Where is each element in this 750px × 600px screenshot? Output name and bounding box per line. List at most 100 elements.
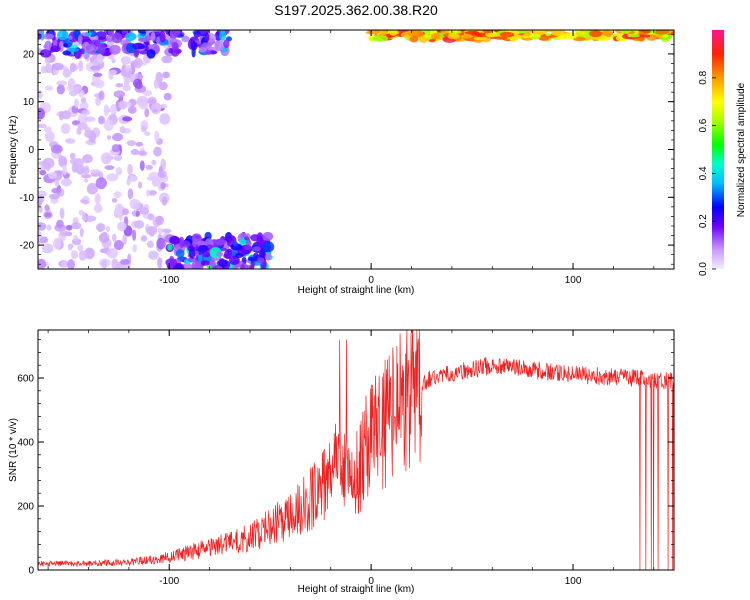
heatmap-cell: [148, 171, 160, 181]
heatmap-cell: [132, 73, 144, 81]
heatmap-cell: [153, 146, 162, 157]
heatmap-cell: [104, 165, 115, 170]
heatmap-cell: [137, 150, 148, 156]
heatmap-cell: [159, 113, 171, 125]
heatmap-cell: [152, 179, 159, 187]
heatmap-cell: [38, 107, 45, 120]
heatmap-cell: [132, 244, 137, 253]
heatmap-cell: [197, 30, 210, 37]
heatmap-cell: [562, 32, 578, 40]
heatmap-cell: [637, 37, 645, 42]
heatmap-cell: [56, 84, 65, 95]
snr-x-tick-label: -100: [159, 576, 179, 587]
heatmap-cell: [107, 248, 118, 259]
heatmap-cell: [589, 30, 603, 38]
heatmap-cell: [109, 44, 121, 55]
heatmap-cell: [140, 235, 148, 242]
heatmap-cell: [111, 258, 119, 269]
heatmap-cell: [171, 41, 179, 51]
heatmap-cell: [191, 260, 202, 269]
heatmap-cell: [81, 212, 87, 222]
heatmap-cell: [126, 140, 136, 146]
spectrogram-heatmap: [38, 30, 674, 269]
heatmap-cell: [461, 34, 473, 39]
heatmap-cell: [40, 49, 52, 58]
heatmap-cell: [171, 237, 181, 245]
heatmap-cell: [188, 248, 196, 259]
heatmap-cell: [243, 245, 252, 251]
heatmap-cell: [100, 152, 112, 165]
heatmap-cell: [122, 233, 127, 245]
spectrogram-x-tick-label: 100: [565, 275, 582, 286]
heatmap-cell: [132, 229, 137, 241]
heatmap-cell: [115, 82, 124, 88]
heatmap-cell: [50, 144, 63, 154]
heatmap-cell: [93, 72, 103, 78]
heatmap-cell: [69, 157, 79, 165]
heatmap-cell: [111, 233, 117, 242]
heatmap-cell: [162, 228, 172, 233]
spectrogram-y-tick-label: -10: [20, 193, 35, 204]
heatmap-cell: [81, 199, 90, 204]
heatmap-cell: [160, 182, 166, 190]
heatmap-cell: [408, 30, 424, 38]
heatmap-cell: [50, 45, 61, 53]
heatmap-cell: [67, 244, 73, 251]
heatmap-cell: [58, 155, 68, 168]
heatmap-cell: [60, 260, 70, 268]
heatmap-cell: [85, 43, 97, 55]
heatmap-cell: [38, 123, 47, 129]
spectrogram-y-tick-label: 0: [28, 145, 34, 156]
heatmap-cell: [262, 231, 274, 241]
heatmap-cell: [418, 36, 428, 43]
heatmap-cell: [71, 163, 78, 173]
heatmap-cell: [169, 30, 179, 39]
heatmap-cell: [44, 204, 50, 212]
heatmap-cell: [122, 84, 132, 92]
heatmap-cell: [83, 178, 89, 183]
snr-series-line: [38, 330, 674, 570]
heatmap-cell: [59, 230, 69, 237]
heatmap-cell: [440, 30, 450, 34]
heatmap-cell: [493, 36, 508, 40]
heatmap-cell: [39, 236, 49, 244]
heatmap-cell: [52, 237, 62, 250]
snr-y-tick-label: 600: [17, 374, 34, 385]
heatmap-cell: [67, 47, 80, 53]
heatmap-cell: [141, 60, 147, 66]
heatmap-cell: [130, 148, 139, 156]
heatmap-cell: [168, 48, 174, 54]
heatmap-cell: [102, 231, 108, 238]
heatmap-cell: [482, 30, 494, 34]
spectrogram-y-tick-label: 10: [23, 97, 35, 108]
heatmap-cell: [111, 197, 118, 203]
heatmap-cell: [77, 244, 84, 252]
heatmap-cell: [57, 30, 69, 41]
heatmap-cell: [113, 191, 122, 199]
heatmap-cell: [190, 41, 198, 51]
heatmap-cell: [61, 178, 72, 187]
heatmap-cell: [117, 205, 123, 217]
heatmap-cell: [48, 193, 60, 200]
heatmap-cell: [67, 77, 76, 90]
heatmap-cell: [103, 119, 114, 131]
heatmap-cell: [247, 256, 260, 262]
heatmap-cell: [95, 177, 107, 190]
heatmap-cell: [46, 224, 52, 231]
heatmap-cell: [51, 187, 62, 194]
heatmap-cell: [250, 234, 260, 242]
heatmap-cell: [89, 169, 101, 174]
heatmap-cell: [111, 144, 121, 153]
heatmap-cell: [111, 32, 123, 44]
heatmap-cell: [78, 60, 84, 72]
heatmap-cell: [38, 222, 47, 231]
heatmap-cell: [523, 32, 531, 37]
colorbar: 0.0 0.2 0.4 0.6 0.8 Normalized spectral ampl…: [698, 30, 747, 276]
heatmap-cell: [97, 42, 106, 55]
heatmap-cell: [138, 181, 143, 189]
heatmap-cell: [389, 30, 398, 36]
heatmap-cell: [84, 116, 96, 122]
heatmap-cell: [134, 81, 143, 90]
heatmap-cell: [98, 90, 105, 101]
heatmap-cell: [197, 245, 209, 253]
